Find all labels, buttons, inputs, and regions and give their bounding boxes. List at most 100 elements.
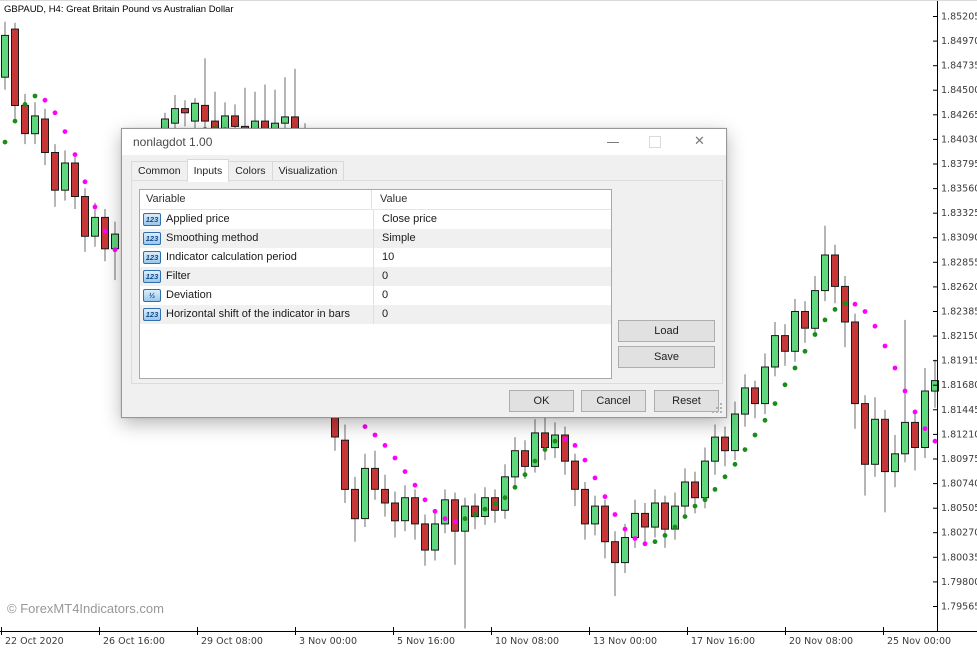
candle-body	[401, 497, 409, 522]
nonlag-dot	[832, 307, 838, 312]
candle-body	[561, 434, 569, 462]
dialog-tab-bar: Common Inputs Colors Visualization	[131, 159, 345, 182]
candle-body	[541, 432, 549, 448]
candle-body	[811, 290, 819, 329]
minimize-icon[interactable]	[607, 142, 619, 143]
cancel-button[interactable]: Cancel	[581, 390, 646, 412]
nonlag-dot	[32, 93, 38, 99]
candle-body	[881, 418, 889, 473]
candle-body	[851, 321, 859, 405]
nonlag-dot	[632, 536, 638, 541]
time-label: 25 Nov 00:00	[887, 636, 951, 647]
candle-body	[201, 104, 209, 122]
candle-body	[601, 505, 609, 543]
nonlag-dot	[822, 317, 828, 323]
parameter-value[interactable]: 0	[373, 267, 611, 286]
nonlag-dot	[102, 228, 108, 234]
time-label: 10 Nov 08:00	[495, 636, 559, 647]
candle-body	[761, 366, 769, 405]
price-label: 1.83795	[941, 159, 977, 170]
parameter-row[interactable]: 123 Smoothing method Simple	[140, 229, 611, 248]
candle-body	[821, 254, 829, 292]
nonlag-dot	[492, 501, 498, 507]
price-label: 1.82150	[941, 331, 977, 342]
nonlag-dot	[82, 179, 88, 185]
column-header-variable: Variable	[146, 193, 186, 205]
candle-body	[921, 390, 929, 448]
candle-body	[861, 403, 869, 465]
maximize-icon[interactable]	[649, 136, 661, 148]
nonlag-dot	[612, 512, 618, 517]
nonlag-dot	[732, 461, 738, 467]
nonlag-dot	[842, 300, 848, 306]
indicator-properties-dialog: nonlagdot 1.00 ✕ Common Inputs Colors Visua…	[121, 128, 727, 418]
candle-body	[521, 450, 529, 467]
nonlag-dot	[672, 524, 678, 530]
price-label: 1.80975	[941, 454, 977, 465]
nonlag-dot	[482, 506, 488, 512]
parameter-value[interactable]: 0	[373, 305, 611, 324]
candle-body	[381, 488, 389, 504]
candle-body	[931, 380, 939, 392]
candle-body	[611, 541, 619, 564]
nonlag-dot	[742, 447, 748, 452]
nonlag-dot	[12, 118, 18, 124]
nonlag-dot	[902, 388, 908, 394]
candle-body	[771, 335, 779, 368]
nonlag-dot	[692, 503, 698, 509]
close-icon[interactable]: ✕	[694, 133, 705, 148]
ok-button[interactable]: OK	[509, 390, 574, 412]
nonlag-dot	[922, 426, 928, 432]
candle-body	[631, 512, 639, 539]
save-button[interactable]: Save	[618, 346, 715, 368]
parameter-row[interactable]: ½ Deviation 0	[140, 286, 611, 305]
parameter-row[interactable]: 123 Horizontal shift of the indicator in …	[140, 305, 611, 324]
parameter-row[interactable]: 123 Filter 0	[140, 267, 611, 286]
candle-body	[891, 453, 899, 473]
parameter-value[interactable]: 0	[373, 286, 611, 305]
dialog-titlebar[interactable]: nonlagdot 1.00 ✕	[122, 129, 726, 155]
nonlag-dot	[682, 514, 688, 519]
parameter-value[interactable]: Close price	[373, 210, 611, 229]
price-label: 1.85205	[941, 12, 977, 23]
nonlag-dot	[702, 497, 708, 503]
tab-visualization[interactable]: Visualization	[271, 161, 345, 181]
integer-parameter-icon: 123	[143, 308, 161, 321]
parameter-row[interactable]: 123 Indicator calculation period 10	[140, 248, 611, 267]
candle-body	[501, 476, 509, 511]
tab-colors[interactable]: Colors	[228, 161, 273, 181]
parameter-value[interactable]: Simple	[373, 229, 611, 248]
candle-body	[31, 115, 39, 135]
candle-body	[801, 311, 809, 329]
candle-body	[651, 502, 659, 528]
candle-body	[591, 505, 599, 525]
nonlag-dot	[572, 443, 578, 448]
price-label: 1.82385	[941, 307, 977, 318]
nonlag-dot	[892, 365, 898, 371]
nonlag-dot	[872, 323, 878, 329]
price-label: 1.84970	[941, 36, 977, 47]
tab-inputs[interactable]: Inputs	[186, 159, 230, 182]
candle-body	[91, 216, 99, 237]
price-label: 1.81680	[941, 380, 977, 391]
reset-button[interactable]: Reset	[654, 390, 719, 412]
nonlag-dot	[62, 129, 68, 135]
candle-body	[191, 102, 199, 122]
tab-common[interactable]: Common	[131, 161, 188, 181]
parameter-value[interactable]: 10	[373, 248, 611, 267]
time-label: 22 Oct 2020	[5, 636, 64, 647]
price-label: 1.79565	[941, 602, 977, 613]
candle-body	[581, 488, 589, 525]
nonlag-dot	[592, 475, 598, 481]
candle-body	[731, 413, 739, 452]
resize-grip-icon[interactable]	[711, 402, 723, 414]
load-button[interactable]: Load	[618, 320, 715, 342]
parameter-row[interactable]: 123 Applied price Close price	[140, 210, 611, 229]
price-label: 1.84030	[941, 134, 977, 145]
nonlag-dot	[622, 526, 628, 532]
time-label: 3 Nov 00:00	[299, 636, 357, 647]
time-label: 5 Nov 16:00	[397, 636, 455, 647]
nonlag-dot	[602, 494, 608, 500]
nonlag-dot	[92, 204, 98, 210]
candle-body	[61, 162, 69, 191]
